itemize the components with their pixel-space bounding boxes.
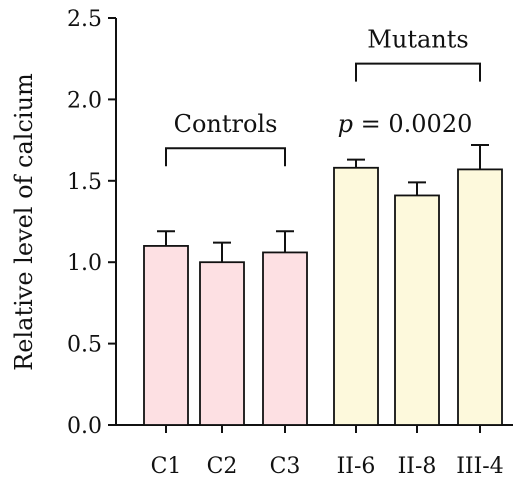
group-label-controls: Controls	[174, 110, 278, 138]
x-tick-label: II-6	[337, 454, 376, 479]
bar-ii-8	[394, 194, 440, 426]
group-label-mutants: Mutants	[367, 26, 468, 54]
x-tick-label: C2	[207, 454, 238, 479]
y-tick-label: 0.5	[67, 333, 102, 358]
y-tick-label: 2.0	[67, 88, 102, 113]
bar-c3	[262, 251, 308, 426]
x-tick-label: C3	[270, 454, 301, 479]
y-tick-label: 2.5	[67, 7, 102, 32]
bar-ii-6	[333, 166, 379, 426]
x-tick-label: III-4	[456, 454, 504, 479]
plot-area: 0.0 0.5 1.0 1.5 2.0 2.5 C1 C2 C3 II-6 II-8 III-4 Con…	[67, 7, 513, 479]
group-bracket-mutants	[355, 62, 481, 82]
bar-c2	[199, 261, 245, 426]
bar-c1	[143, 245, 189, 426]
y-tick-label: 1.0	[67, 251, 102, 276]
x-tick-label: C1	[151, 454, 182, 479]
y-axis-label: Relative level of calcium	[10, 73, 38, 371]
group-bracket-controls	[165, 147, 286, 167]
p-value-text: = 0.0020	[353, 110, 472, 138]
bar-iii-4	[457, 168, 503, 426]
x-tick-label: II-8	[398, 454, 437, 479]
p-symbol: p	[338, 110, 353, 138]
y-tick-label: 1.5	[67, 170, 102, 195]
y-tick-label: 0.0	[67, 414, 102, 439]
p-value-annotation: p = 0.0020	[338, 110, 473, 138]
